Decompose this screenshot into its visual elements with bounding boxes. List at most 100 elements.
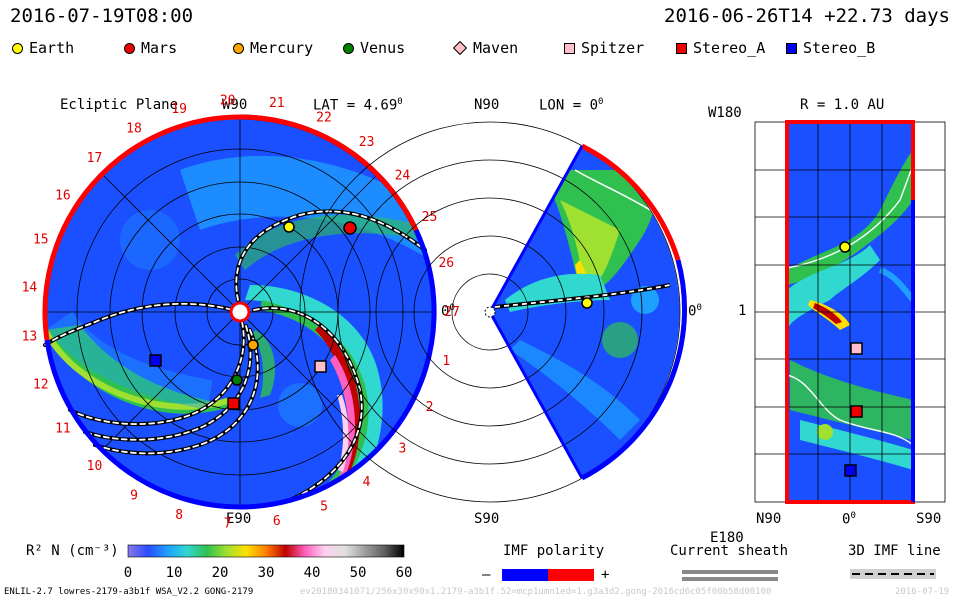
stereo-b-marker-icon	[786, 42, 797, 54]
meridional-top-label: N90	[474, 97, 500, 113]
sun-icon	[229, 301, 251, 323]
ecliptic-tick-label: 25	[422, 210, 438, 225]
ecliptic-title: Ecliptic Plane	[60, 97, 179, 113]
venus-marker	[231, 374, 243, 386]
radial-bottom-right: S90	[916, 511, 942, 527]
stereo-a-marker	[850, 405, 863, 418]
current-sheath-line-icon	[682, 577, 778, 581]
legend-label: Venus	[360, 39, 406, 57]
ecliptic-field-lines	[43, 209, 427, 502]
colorbar: 0 10 20 30 40 50 60	[124, 544, 413, 581]
ecliptic-tick-label: 12	[33, 378, 49, 393]
earth-marker	[283, 221, 295, 233]
radial-sphere-panel	[754, 120, 946, 504]
ecliptic-tick-label: 19	[171, 102, 187, 117]
colorbar-tick-label: 0	[124, 565, 132, 581]
run-time: 2016-06-26T14 +22.73 days	[664, 5, 950, 27]
mercury-marker	[247, 339, 259, 351]
ecliptic-tick-label: 26	[438, 256, 454, 271]
radial-left-bottom: E180	[710, 530, 744, 546]
ecliptic-tick-label: 18	[126, 121, 142, 136]
meridional-right-label: 00	[688, 303, 702, 320]
imf-minus-label: –	[482, 567, 491, 583]
ecliptic-tick-label: 15	[33, 233, 49, 248]
ecliptic-lat-label: LAT = 4.690	[313, 97, 403, 114]
legend-label: Maven	[473, 39, 519, 57]
earth-marker-icon	[12, 42, 23, 54]
ecliptic-tick-label: 11	[55, 422, 71, 437]
mars-marker-icon	[124, 42, 135, 54]
legend-item-maven: Maven	[452, 38, 519, 58]
spitzer-marker	[850, 342, 863, 355]
spitzer-marker-icon	[564, 42, 575, 54]
radial-bottom-mid: 00	[842, 511, 856, 528]
ecliptic-tick-label: 1	[442, 354, 450, 369]
radial-bottom-left: N90	[756, 511, 782, 527]
earth-marker	[581, 297, 593, 309]
legend-label: Mars	[141, 39, 178, 57]
ecliptic-tick-label: 4	[363, 475, 371, 490]
imf-3d-title: 3D IMF line	[848, 543, 941, 559]
legend-item-stereo-b: Stereo_B	[786, 38, 875, 58]
mars-marker	[343, 221, 357, 235]
legend-item-stereo-a: Stereo_A	[676, 38, 765, 58]
model-time: 2016-07-19T08:00	[10, 5, 194, 27]
legend-item-spitzer: Spitzer	[564, 38, 644, 58]
radial-left-top: W180	[708, 105, 742, 121]
legend-item-venus: Venus	[343, 38, 405, 58]
ecliptic-top-label: W90	[222, 97, 248, 113]
meridional-bottom-label: S90	[474, 511, 500, 527]
legend-item-mars: Mars	[124, 38, 177, 58]
spitzer-marker	[314, 360, 327, 373]
stereo-a-marker-icon	[676, 42, 687, 54]
footer-model-info: ENLIL-2.7 lowres-2179-a3b1f WSA_V2.2 GON…	[4, 587, 254, 597]
ecliptic-tick-label: 17	[87, 151, 103, 166]
ecliptic-tick-label: 7	[224, 517, 232, 532]
legend-label: Spitzer	[581, 39, 645, 57]
radial-title: R = 1.0 AU	[800, 97, 885, 113]
imf-3d-line-icon	[850, 569, 936, 579]
meridional-lon-label: LON = 00	[539, 97, 604, 114]
ecliptic-tick-label: 24	[395, 169, 411, 184]
colorbar-strip	[127, 544, 405, 558]
legend-label: Stereo_B	[803, 39, 876, 57]
colorbar-tick-label: 30	[258, 565, 275, 581]
ecliptic-tick-label: 3	[398, 441, 406, 456]
ecliptic-tick-label: 23	[359, 135, 375, 150]
mercury-marker-icon	[233, 42, 244, 54]
ecliptic-tick-label: 5	[320, 500, 328, 515]
ecliptic-tick-label: 6	[273, 514, 281, 529]
legend-label: Earth	[29, 39, 75, 57]
legend-label: Mercury	[250, 39, 314, 57]
footer-run-info: ev20180341071/256x30x90x1.2179-a3b1f.52=…	[300, 587, 772, 597]
imf-negative-bar	[502, 569, 548, 581]
venus-marker-icon	[343, 42, 354, 54]
stereo-b-marker	[844, 464, 857, 477]
ecliptic-tick-label: 13	[22, 330, 38, 345]
ecliptic-tick-label: 16	[55, 189, 71, 204]
legend-label: Stereo_A	[693, 39, 766, 57]
colorbar-label: R² N (cm⁻³)	[26, 543, 119, 559]
ecliptic-tick-label: 10	[87, 459, 103, 474]
legend-item-earth: Earth	[12, 38, 74, 58]
current-sheath-line-icon	[682, 570, 778, 574]
earth-marker	[839, 241, 851, 253]
ecliptic-tick-label: 20	[220, 93, 236, 108]
legend-item-mercury: Mercury	[233, 38, 313, 58]
imf-positive-bar	[548, 569, 594, 581]
ecliptic-tick-label: 8	[175, 508, 183, 523]
stereo-b-marker	[149, 354, 162, 367]
ecliptic-bottom-label: E90	[226, 511, 252, 527]
colorbar-tick-label: 10	[166, 565, 183, 581]
imf-plus-label: +	[601, 567, 610, 583]
ecliptic-tick-label: 14	[22, 280, 38, 295]
ecliptic-tick-label: 2	[426, 400, 434, 415]
imf-polarity-title: IMF polarity	[503, 543, 605, 559]
ecliptic-tick-label: 22	[316, 110, 332, 125]
colorbar-tick-label: 60	[396, 565, 413, 581]
footer-date: 2016-07-19	[895, 587, 950, 597]
ecliptic-tick-label: 21	[269, 96, 285, 111]
